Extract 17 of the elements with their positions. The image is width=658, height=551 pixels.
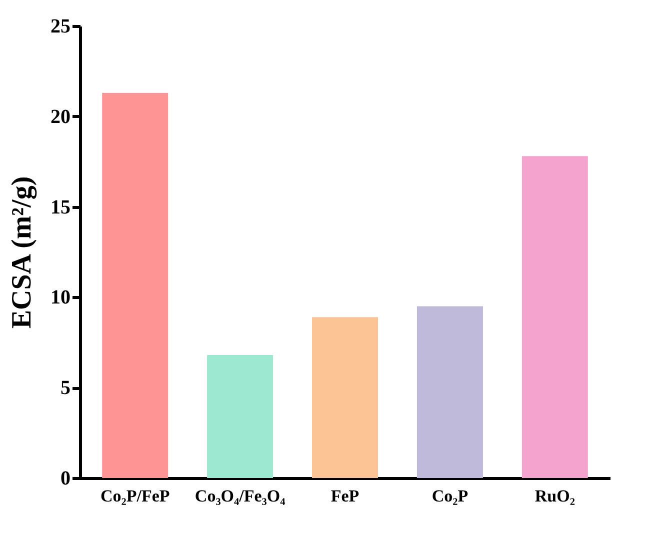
x-tick-label: Co₂P/FeP	[100, 486, 170, 506]
y-tick-label: 15	[50, 196, 70, 218]
bar	[312, 317, 378, 478]
y-tick-label: 10	[50, 286, 70, 309]
bar	[102, 92, 168, 478]
y-tick-label: 20	[50, 106, 70, 128]
y-axis-title: ECSA (m²/g)	[6, 176, 38, 329]
x-tick-label: RuO₂	[534, 486, 575, 506]
y-tick-label: 5	[60, 377, 70, 400]
x-tick-label: Co₂P	[432, 486, 468, 506]
y-tick-label: 0	[60, 468, 70, 490]
bar	[522, 156, 588, 478]
y-tick-label: 25	[50, 16, 70, 38]
bar	[416, 306, 483, 478]
x-tick-label: FeP	[330, 486, 360, 506]
bar	[207, 355, 274, 478]
x-tick-label: Co₃O₄/Fe₃O₄	[194, 486, 286, 506]
